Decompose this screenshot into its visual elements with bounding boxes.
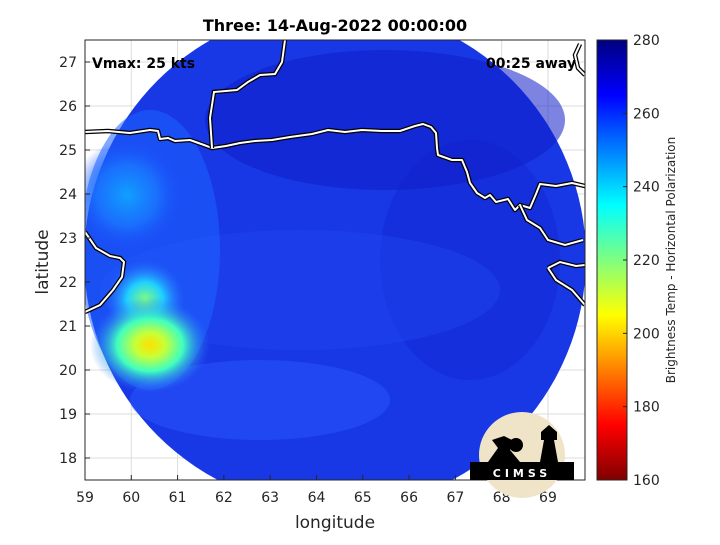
- x-tick-label: 69: [539, 490, 557, 506]
- colorbar-tick-label: 240: [633, 180, 660, 196]
- x-tick-label: 67: [446, 490, 464, 506]
- cimss-logo: CIMSS: [470, 412, 574, 498]
- colorbar-tick-label: 200: [633, 326, 660, 342]
- y-tick-label: 21: [59, 319, 77, 335]
- y-axis-label: latitude: [33, 229, 53, 294]
- x-axis: 59 60 61 62 63 64 65 66 67 68 69: [76, 475, 557, 506]
- y-tick-label: 19: [59, 407, 77, 423]
- plot-frame: [84, 39, 586, 481]
- south-band: [130, 360, 390, 440]
- x-tick-label: 64: [308, 490, 326, 506]
- colorbar-axis: 160 180 200 220 240 260 280: [623, 33, 660, 489]
- data-layer: [85, 40, 585, 480]
- coastline-north: [85, 123, 585, 211]
- y-tick-label: 25: [59, 143, 77, 159]
- border-india: [573, 43, 585, 76]
- dark-region-east: [380, 140, 560, 380]
- x-tick-label: 62: [215, 490, 233, 506]
- colorbar-label: Brightness Temp - Horizontal Polarizatio…: [664, 137, 678, 384]
- logo-text: CIMSS: [493, 467, 551, 480]
- x-tick-label: 63: [261, 490, 279, 506]
- cold-region-northwest: [85, 140, 182, 250]
- x-tick-label: 60: [122, 490, 140, 506]
- x-tick-label: 59: [76, 490, 94, 506]
- logo-banner: [470, 462, 574, 480]
- y-tick-label: 24: [59, 187, 77, 203]
- logo-dish-icon: [509, 438, 523, 452]
- y-tick-label: 27: [59, 55, 77, 71]
- x-tick-label: 66: [400, 490, 418, 506]
- colorbar-tick-label: 180: [633, 400, 660, 416]
- coastline-gujarat: [519, 204, 585, 306]
- logo-water-tower-icon: [540, 425, 558, 462]
- cold-region-core: [90, 297, 210, 393]
- coastline-oman: [85, 231, 126, 313]
- x-axis-label: longitude: [295, 513, 375, 533]
- y-tick-label: 23: [59, 231, 77, 247]
- colorbar-tick-label: 220: [633, 253, 660, 269]
- y-tick-label: 22: [59, 275, 77, 291]
- x-tick-label: 61: [169, 490, 187, 506]
- colorbar: [596, 39, 628, 481]
- y-tick-label: 20: [59, 363, 77, 379]
- x-tick-label: 65: [354, 490, 372, 506]
- time-away-annotation: 00:25 away: [486, 56, 576, 72]
- vmax-annotation: Vmax: 25 kts: [92, 56, 195, 72]
- y-tick-label: 18: [59, 451, 77, 467]
- dark-region-north: [205, 50, 565, 190]
- coastline-layer: [85, 40, 585, 315]
- chart-title: Three: 14-Aug-2022 00:00:00: [203, 16, 467, 35]
- colorbar-tick-label: 260: [633, 106, 660, 122]
- colorbar-tick-label: 160: [633, 473, 660, 489]
- y-tick-label: 26: [59, 99, 77, 115]
- y-axis: 18 19 20 21 22 23 24 25 26 27: [59, 55, 90, 467]
- border-pak-iran: [208, 40, 286, 149]
- colorbar-tick-label: 280: [633, 33, 660, 49]
